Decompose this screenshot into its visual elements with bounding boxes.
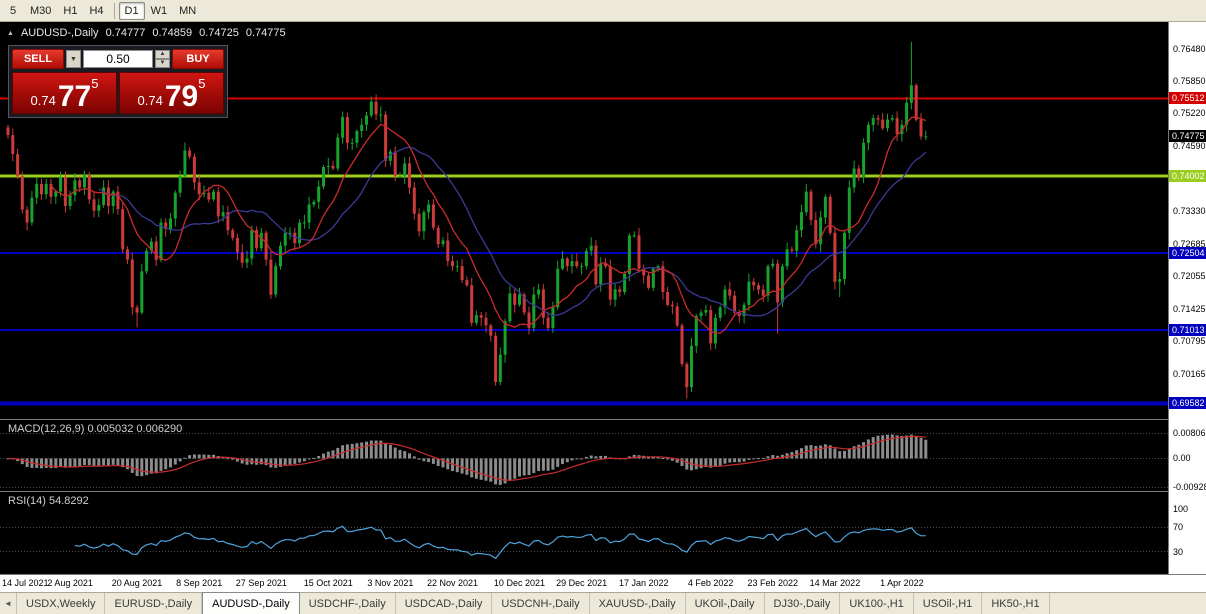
price-axis-label: 0.71425 [1173, 304, 1206, 314]
date-label: 27 Sep 2021 [235, 578, 287, 588]
rsi-indicator-canvas[interactable] [0, 492, 1168, 574]
price-axis-label: 0.75220 [1173, 108, 1206, 118]
date-label: 29 Dec 2021 [556, 578, 608, 588]
current-price-badge: 0.74775 [1169, 130, 1206, 142]
price-axis-label: 0.75850 [1173, 76, 1206, 86]
price-axis-label: -0.00928 [1173, 482, 1206, 492]
symbol-tab-bar: ◄ USDX,Weekly EURUSD-,Daily AUDUSD-,Daily US… [0, 592, 1206, 614]
tab-audusd-daily[interactable]: AUDUSD-,Daily [202, 592, 300, 614]
one-click-trading-widget: SELL ▼ ▲ ▼ BUY 0.74 77 5 0.74 79 5 [8, 45, 228, 118]
ohlc-high: 0.74859 [152, 27, 193, 39]
tab-ukoil-daily[interactable]: UKOil-,Daily [686, 593, 765, 614]
date-label: 3 Nov 2021 [367, 578, 414, 588]
pane-separator [0, 419, 1206, 420]
price-level-badge: 0.71013 [1169, 324, 1206, 336]
price-axis[interactable]: 0.76480 0.75850 0.75220 0.74590 0.73330 0.726… [1168, 22, 1206, 574]
sell-price-pips: 77 [57, 80, 92, 113]
price-axis-label: 0.00806 [1173, 428, 1206, 438]
price-level-badge: 0.72504 [1169, 247, 1206, 259]
sell-price-point: 5 [91, 76, 99, 91]
chart-area: ▲ AUDUSD-,Daily 0.74777 0.74859 0.74725 … [0, 22, 1206, 574]
tab-usdcnh-daily[interactable]: USDCNH-,Daily [492, 593, 590, 614]
buy-price-display[interactable]: 0.74 79 5 [119, 72, 224, 114]
price-level-badge: 0.75512 [1169, 92, 1206, 104]
timeframe-d1[interactable]: D1 [118, 1, 145, 20]
toolbar-separator [113, 2, 115, 19]
tab-eurusd-daily[interactable]: EURUSD-,Daily [105, 593, 203, 614]
date-label: 8 Sep 2021 [176, 578, 223, 588]
date-label: 15 Oct 2021 [303, 578, 353, 588]
timeframe-h1[interactable]: H1 [63, 4, 78, 17]
buy-price-base: 0.74 [137, 93, 163, 108]
price-level-badge: 0.69582 [1169, 397, 1206, 409]
tab-dj30-daily[interactable]: DJ30-,Daily [765, 593, 841, 614]
price-axis-label: 0.70165 [1173, 369, 1206, 379]
sell-button[interactable]: SELL [12, 49, 64, 69]
tab-xauusd-daily[interactable]: XAUUSD-,Daily [590, 593, 686, 614]
price-axis-label: 0.70795 [1173, 336, 1206, 346]
sell-price-base: 0.74 [30, 93, 56, 108]
price-axis-label: 0.73330 [1173, 206, 1206, 216]
date-label: 23 Feb 2022 [747, 578, 799, 588]
ohlc-close: 0.74775 [245, 27, 286, 39]
tab-hk50-h1[interactable]: HK50-,H1 [982, 593, 1050, 614]
price-axis-label: 0.72685 [1173, 239, 1206, 249]
price-axis-label: 30 [1173, 547, 1184, 557]
timeframe-m30[interactable]: M30 [30, 4, 52, 17]
timeframe-h4[interactable]: H4 [89, 4, 104, 17]
price-axis-label: 0.74590 [1173, 141, 1206, 151]
pane-separator [0, 491, 1206, 492]
price-axis-label: 0.72055 [1173, 271, 1206, 281]
date-label: 2 Aug 2021 [47, 578, 93, 588]
tab-usoil-h1[interactable]: USOil-,H1 [914, 593, 983, 614]
date-label: 17 Jan 2022 [618, 578, 669, 588]
date-label: 22 Nov 2021 [427, 578, 479, 588]
time-axis[interactable]: 14 Jul 2021 2 Aug 2021 20 Aug 2021 8 Sep 20… [0, 574, 1206, 592]
buy-button[interactable]: BUY [172, 49, 224, 69]
chart-symbol-icon: ▲ [7, 29, 14, 37]
macd-label: MACD(12,26,9) 0.005032 0.006290 [8, 423, 183, 435]
price-axis-label: 0.76480 [1173, 44, 1206, 54]
ohlc-header: ▲ AUDUSD-,Daily 0.74777 0.74859 0.74725 … [7, 27, 286, 39]
volume-input[interactable] [83, 50, 153, 68]
rsi-label: RSI(14) 54.8292 [8, 495, 89, 507]
sell-price-display[interactable]: 0.74 77 5 [12, 72, 117, 114]
price-chart-canvas[interactable] [0, 22, 1168, 420]
volume-dropdown-icon[interactable]: ▼ [66, 50, 81, 68]
buy-price-pips: 79 [164, 80, 199, 113]
price-axis-label: 0.00 [1173, 453, 1191, 463]
chart-title: AUDUSD-,Daily [20, 27, 99, 39]
tab-usdcad-daily[interactable]: USDCAD-,Daily [396, 593, 493, 614]
buy-price-point: 5 [198, 76, 206, 91]
price-axis-label: 70 [1173, 522, 1184, 532]
tab-usdchf-daily[interactable]: USDCHF-,Daily [300, 593, 396, 614]
timeframe-toolbar: 5 M30 H1 H4 D1 W1 MN [0, 0, 1206, 22]
tab-uk100-h1[interactable]: UK100-,H1 [840, 593, 914, 614]
volume-spinner: ▲ ▼ [155, 50, 170, 68]
date-label: 14 Mar 2022 [809, 578, 861, 588]
scroll-left-icon[interactable]: ◄ [0, 593, 17, 614]
price-axis-label: 100 [1173, 504, 1189, 514]
ohlc-low: 0.74725 [199, 27, 239, 39]
volume-up-icon[interactable]: ▲ [155, 50, 170, 59]
date-label: 14 Jul 2021 [2, 578, 49, 588]
tab-usdx-weekly[interactable]: USDX,Weekly [17, 593, 106, 614]
timeframe-mn[interactable]: MN [179, 4, 197, 17]
date-label: 1 Apr 2022 [880, 578, 924, 588]
timeframe-w1[interactable]: W1 [150, 4, 168, 17]
volume-down-icon[interactable]: ▼ [155, 59, 170, 68]
macd-indicator-canvas[interactable] [0, 420, 1168, 492]
date-label: 20 Aug 2021 [111, 578, 163, 588]
date-label: 4 Feb 2022 [687, 578, 734, 588]
price-level-badge: 0.74002 [1169, 170, 1206, 182]
date-label: 10 Dec 2021 [493, 578, 545, 588]
timeframe-5[interactable]: 5 [9, 4, 17, 17]
ohlc-open: 0.74777 [105, 27, 146, 39]
